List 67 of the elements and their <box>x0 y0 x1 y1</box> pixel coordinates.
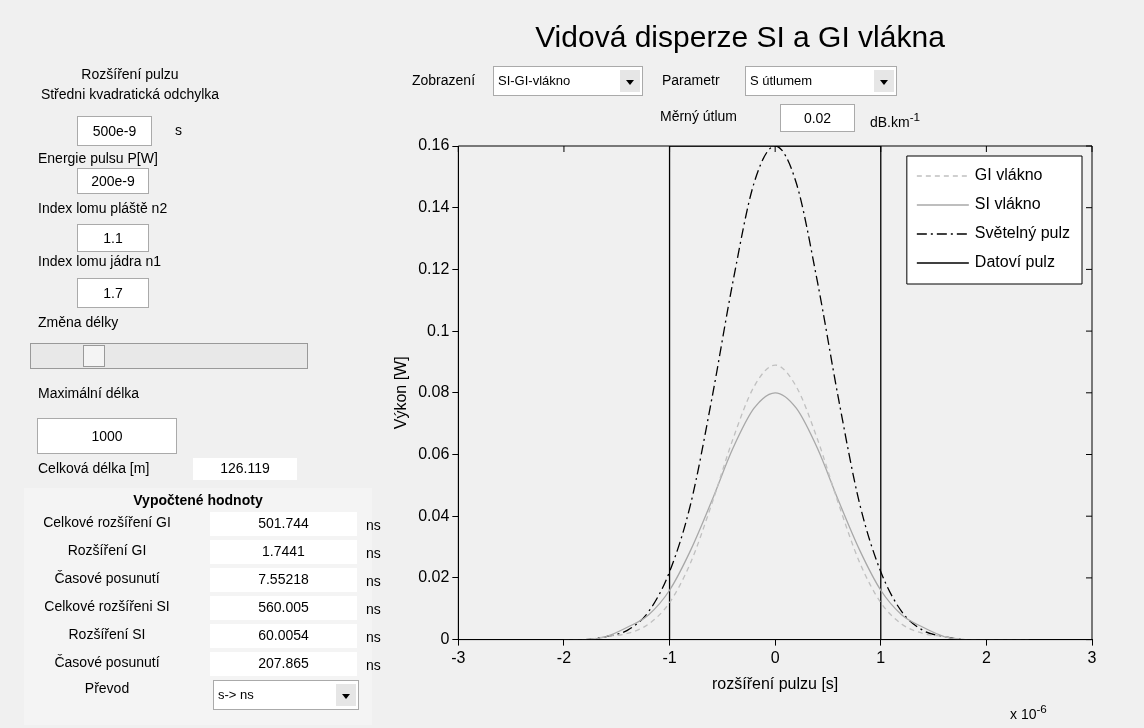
x-tick-label: -1 <box>662 648 677 666</box>
legend-label: Světelný pulz <box>974 224 1071 242</box>
y-tick-label: 0.08 <box>418 383 450 401</box>
x-tick-label: -2 <box>556 648 572 666</box>
text: Index lomu pláště n2 <box>38 200 168 216</box>
text: ns <box>366 657 381 673</box>
text: Rozšíření SI <box>67 626 147 642</box>
text: Celková délka [m] <box>38 460 150 476</box>
text: Celkové rozšíření GI <box>42 514 172 530</box>
text: S útlumem <box>745 66 897 96</box>
text: 1.7441 <box>210 540 357 564</box>
text: ns <box>366 629 381 645</box>
x-tick-label: 2 <box>981 648 991 666</box>
text: 200e-9 <box>77 168 149 194</box>
legend-label: Datoví pulz <box>974 253 1055 271</box>
text: 7.55218 <box>210 568 357 592</box>
text: Změna délky <box>38 314 119 330</box>
y-tick-label: 0.02 <box>418 568 450 586</box>
x-tick-label: -3 <box>451 648 466 666</box>
y-tick-label: 0.12 <box>418 259 450 277</box>
text: 0.02 <box>780 104 855 132</box>
text: 1.7 <box>77 278 149 308</box>
text: Maximální délka <box>38 385 140 401</box>
text: Převod <box>83 680 131 696</box>
x-tick-label: 1 <box>876 648 886 666</box>
text: ns <box>366 517 381 533</box>
text: dB.km$^{-1}$ <box>870 110 921 130</box>
text: 1.1 <box>77 224 149 252</box>
y-axis-title: Výkon [W] <box>392 356 410 430</box>
text: Středni kvadratická odchylka <box>39 86 221 102</box>
text: 126.119 <box>193 458 297 480</box>
x-tick-label: 3 <box>1087 648 1097 666</box>
text: s-> ns <box>213 680 359 710</box>
text: Rozšíření GI <box>66 542 148 558</box>
text: 500e-9 <box>77 116 152 146</box>
text: 560.005 <box>210 596 357 620</box>
y-tick-label: 0.16 <box>418 136 450 154</box>
chart-title: Vidová disperze SI a GI vlákna <box>534 20 946 54</box>
text: Parametr <box>662 72 720 88</box>
y-tick-label: 0.04 <box>418 506 450 524</box>
y-tick-label: 0.1 <box>427 321 450 339</box>
text: s <box>175 122 182 138</box>
text: 501.744 <box>210 512 357 536</box>
text: Časové posunutí <box>53 570 161 586</box>
x-tick-label: 0 <box>770 648 780 666</box>
text: 1000 <box>37 418 177 454</box>
text: Rozšíření pulzu <box>80 66 180 82</box>
text: ns <box>366 573 381 589</box>
text: 60.0054 <box>210 624 357 648</box>
text: Index lomu jádra n1 <box>38 253 161 269</box>
text: SI-GI-vlákno <box>493 66 643 96</box>
legend-label: GI vlákno <box>974 166 1043 184</box>
text: 207.865 <box>210 652 357 676</box>
text: Celkové rozšířeni SI <box>43 598 171 614</box>
y-tick-label: 0.14 <box>418 198 450 216</box>
x-axis-title: rozšíření pulzu [s] <box>712 674 839 692</box>
legend-label: SI vlákno <box>974 195 1041 213</box>
y-tick-label: 0 <box>440 630 450 648</box>
text: Vypočtené hodnoty <box>132 492 264 508</box>
text: x 10$^{-6}$ <box>1010 702 1047 722</box>
text: Časové posunutí <box>53 654 161 670</box>
text: ns <box>366 545 381 561</box>
text: ns <box>366 601 381 617</box>
y-tick-label: 0.06 <box>418 444 450 462</box>
text: Energie pulsu P[W] <box>38 150 158 166</box>
text: Měrný útlum <box>660 108 738 124</box>
text: Zobrazení <box>412 72 476 88</box>
